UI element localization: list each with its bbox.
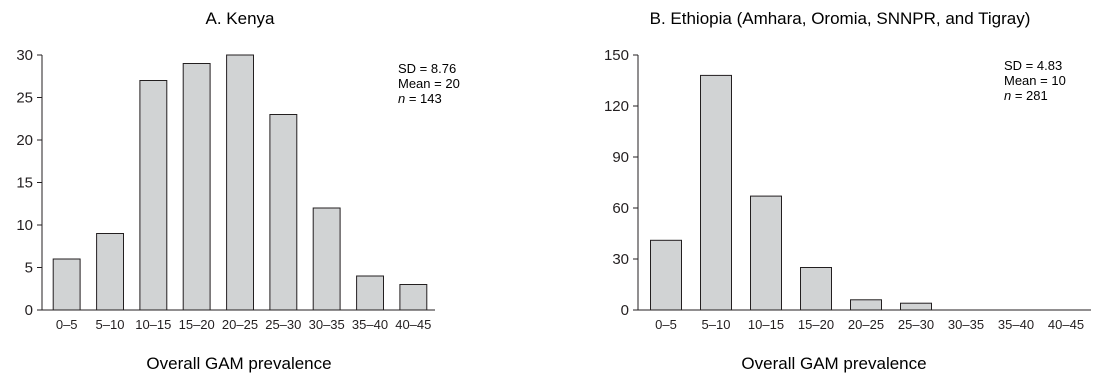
x-axis-label-kenya: Overall GAM prevalence [146, 354, 331, 373]
stat-mean-ethiopia: Mean = 10 [1004, 73, 1066, 88]
bar-20–25 [226, 54, 255, 311]
x-tick-label: 0–5 [655, 317, 677, 332]
x-tick-label: 25–30 [265, 317, 301, 332]
y-tick-label: 0 [25, 302, 33, 319]
x-tick-label: 40–45 [1048, 317, 1084, 332]
stat-n-value-kenya: = 143 [405, 91, 442, 106]
stat-n-value-ethiopia: = 281 [1011, 88, 1048, 103]
y-tick-label: 15 [16, 175, 33, 192]
y-tick-label: 90 [612, 149, 629, 166]
x-tick-label: 15–20 [179, 317, 215, 332]
x-tick-label: 30–35 [948, 317, 984, 332]
chart-title-ethiopia: B. Ethiopia (Amhara, Oromia, SNNPR, and … [650, 9, 1031, 28]
x-tick-label: 25–30 [898, 317, 934, 332]
x-tick-label: 40–45 [395, 317, 431, 332]
panel-kenya: A. Kenya SD = 8.76 Mean = 20 n = 143 0 5 1… [16, 9, 459, 373]
y-tick-label: 5 [25, 260, 33, 277]
stat-n-ethiopia: n = 281 [1004, 88, 1048, 103]
x-tick-label: 30–35 [309, 317, 345, 332]
x-tick-label: 10–15 [135, 317, 171, 332]
x-tick-label: 15–20 [798, 317, 834, 332]
bar-20–25 [850, 299, 882, 311]
bar-10–15 [750, 195, 782, 311]
x-tick-label: 35–40 [352, 317, 388, 332]
bar-5–10 [700, 74, 732, 311]
stat-sd-kenya: SD = 8.76 [398, 61, 456, 76]
x-tick-label: 20–25 [222, 317, 258, 332]
axes-ethiopia: 0 30 60 90 120 150 0–5 5–10 10–15 15–20 20–25 25–30… [604, 47, 1091, 332]
bar-0–5 [650, 239, 682, 311]
bar-10–15 [139, 80, 168, 311]
y-tick-label: 120 [604, 98, 629, 115]
y-tick-label: 30 [612, 251, 629, 268]
y-tick-label: 30 [16, 47, 33, 64]
bar-25–30 [900, 302, 932, 311]
chart-title-kenya: A. Kenya [206, 9, 276, 28]
x-tick-label: 5–10 [702, 317, 731, 332]
bar-30–35 [312, 207, 341, 311]
stat-n-letter-ethiopia: n [1004, 88, 1011, 103]
bar-35–40 [356, 275, 385, 311]
stat-mean-kenya: Mean = 20 [398, 76, 460, 91]
bar-15–20 [182, 63, 211, 311]
x-tick-label: 35–40 [998, 317, 1034, 332]
x-tick-label: 20–25 [848, 317, 884, 332]
y-tick-label: 0 [621, 302, 629, 319]
bar-25–30 [269, 114, 298, 311]
y-tick-label: 60 [612, 200, 629, 217]
y-tick-label: 150 [604, 47, 629, 64]
y-tick-label: 10 [16, 217, 33, 234]
x-tick-label: 10–15 [748, 317, 784, 332]
stat-n-letter-kenya: n [398, 91, 405, 106]
panel-ethiopia: B. Ethiopia (Amhara, Oromia, SNNPR, and … [604, 9, 1091, 373]
stat-n-kenya: n = 143 [398, 91, 442, 106]
y-tick-label: 20 [16, 132, 33, 149]
x-tick-label: 0–5 [56, 317, 78, 332]
y-tick-label: 25 [16, 90, 33, 107]
x-tick-label: 5–10 [96, 317, 125, 332]
bar-0–5 [52, 258, 81, 311]
x-axis-label-ethiopia: Overall GAM prevalence [741, 354, 926, 373]
bar-40–45 [399, 284, 428, 311]
bar-15–20 [800, 267, 832, 311]
stat-sd-ethiopia: SD = 4.83 [1004, 58, 1062, 73]
bar-5–10 [96, 233, 124, 311]
axes-kenya: 0 5 10 15 20 25 30 0–5 5–10 10–15 15–20 20–25 25–30 3… [16, 47, 435, 332]
